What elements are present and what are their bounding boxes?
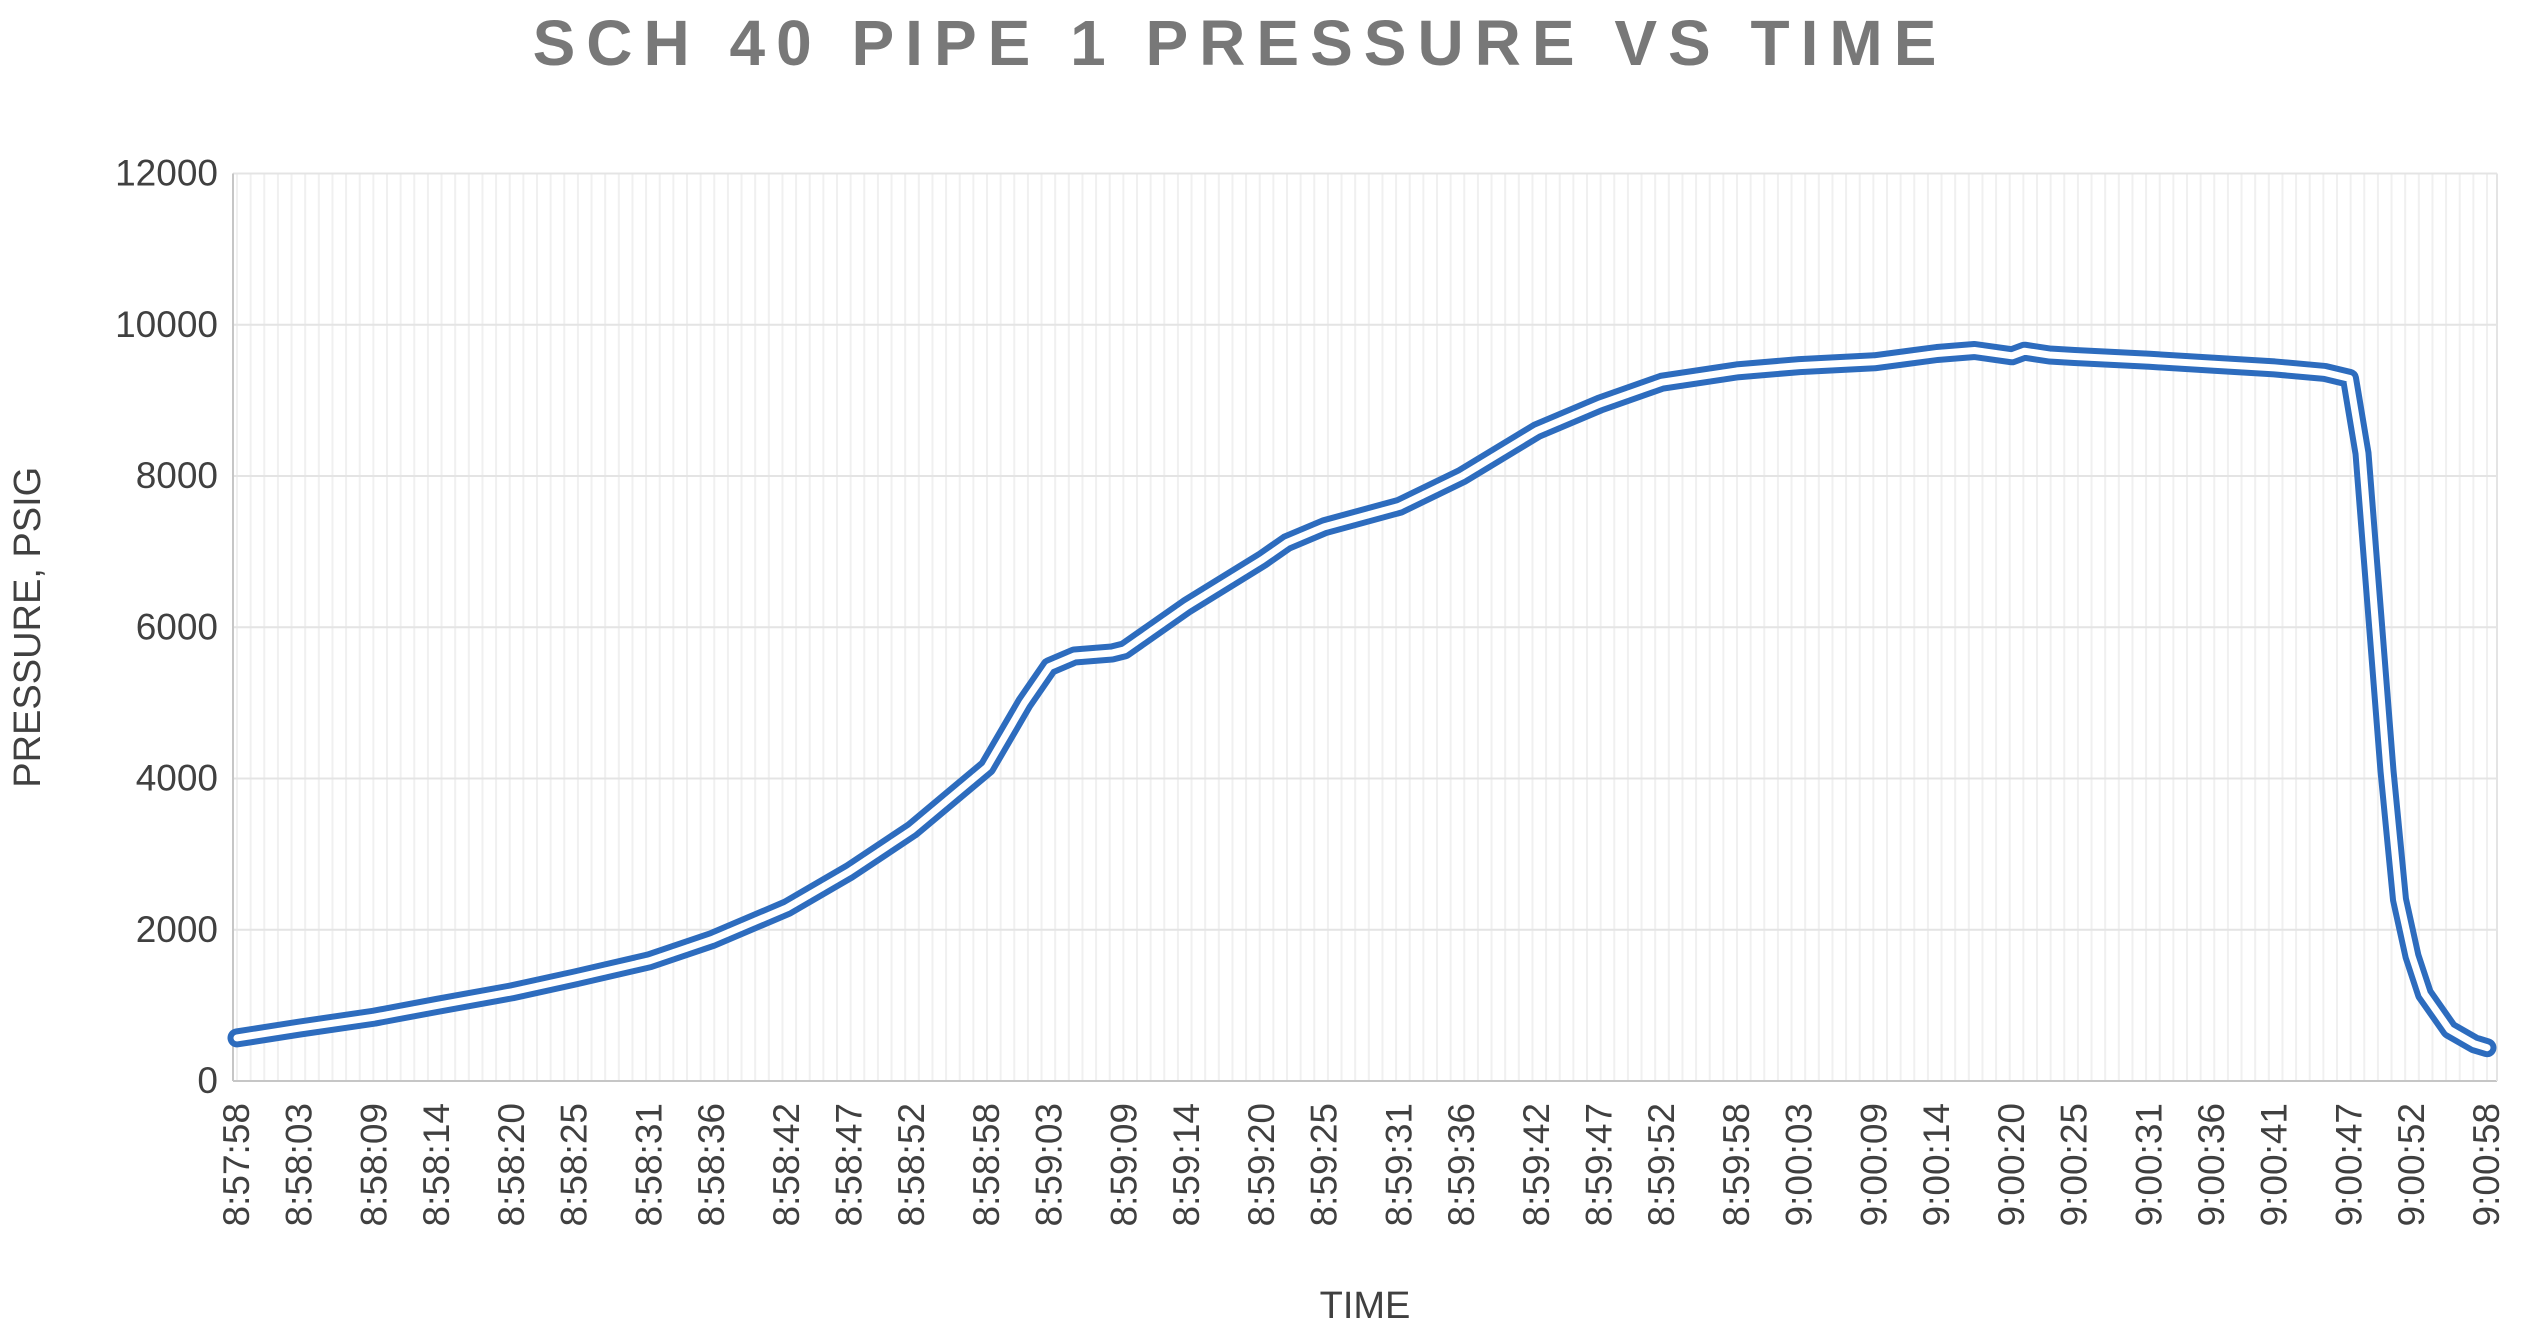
x-tick-label: 8:58:42: [766, 1103, 807, 1226]
y-tick-label: 2000: [136, 909, 218, 950]
x-tick-label: 8:57:58: [216, 1103, 257, 1226]
y-axis-title: PRESSURE, PSIG: [7, 467, 49, 788]
x-tick-label: 8:59:03: [1029, 1103, 1070, 1226]
x-tick-label: 9:00:52: [2391, 1103, 2432, 1226]
x-tick-label: 8:59:20: [1241, 1103, 1282, 1226]
y-tick-label: 8000: [136, 455, 218, 496]
x-tick-label: 8:58:47: [829, 1103, 870, 1226]
y-tick-label: 0: [197, 1060, 218, 1101]
x-tick-label: 8:59:31: [1379, 1103, 1420, 1226]
x-tick-label: 8:58:52: [891, 1103, 932, 1226]
y-tick-label: 12000: [115, 153, 218, 194]
x-tick-label: 8:59:47: [1579, 1103, 1620, 1226]
x-tick-label: 9:00:41: [2254, 1103, 2295, 1226]
x-tick-label: 8:58:58: [966, 1103, 1007, 1226]
x-tick-label: 8:59:25: [1304, 1103, 1345, 1226]
series-line-outer: [227, 341, 2497, 1058]
x-tick-label: 9:00:47: [2329, 1103, 2370, 1226]
y-tick-label: 6000: [136, 606, 218, 647]
x-tick-label: 9:00:14: [1916, 1103, 1957, 1226]
x-tick-label: 8:58:03: [279, 1103, 320, 1226]
y-tick-label: 4000: [136, 758, 218, 799]
x-tick-label: 9:00:58: [2466, 1103, 2507, 1226]
x-tick-label: 8:59:14: [1166, 1103, 1207, 1226]
x-tick-label: 9:00:31: [2129, 1103, 2170, 1226]
x-axis-title: TIME: [1320, 1285, 1411, 1327]
x-tick-label: 9:00:36: [2191, 1103, 2232, 1226]
x-tick-label: 8:58:31: [629, 1103, 670, 1226]
x-tick-label: 8:59:09: [1104, 1103, 1145, 1226]
chart-title: SCH 40 PIPE 1 PRESSURE VS TIME: [532, 7, 1948, 79]
x-tick-label: 8:58:09: [354, 1103, 395, 1226]
x-tick-label: 8:58:36: [691, 1103, 732, 1226]
x-tick-label: 8:59:58: [1716, 1103, 1757, 1226]
x-tick-label: 9:00:03: [1779, 1103, 1820, 1226]
x-tick-label: 9:00:09: [1854, 1103, 1895, 1226]
series-line-inner-gap: [233, 347, 2491, 1052]
x-tick-label: 9:00:25: [2054, 1103, 2095, 1226]
x-tick-label: 8:58:25: [554, 1103, 595, 1226]
x-tick-label: 8:59:42: [1516, 1103, 1557, 1226]
x-tick-label: 8:58:14: [416, 1103, 457, 1226]
x-tick-label: 8:59:36: [1441, 1103, 1482, 1226]
x-tick-label: 9:00:20: [1991, 1103, 2032, 1226]
x-tick-label: 8:58:20: [491, 1103, 532, 1226]
y-tick-label: 10000: [115, 304, 218, 345]
x-tick-label: 8:59:52: [1641, 1103, 1682, 1226]
